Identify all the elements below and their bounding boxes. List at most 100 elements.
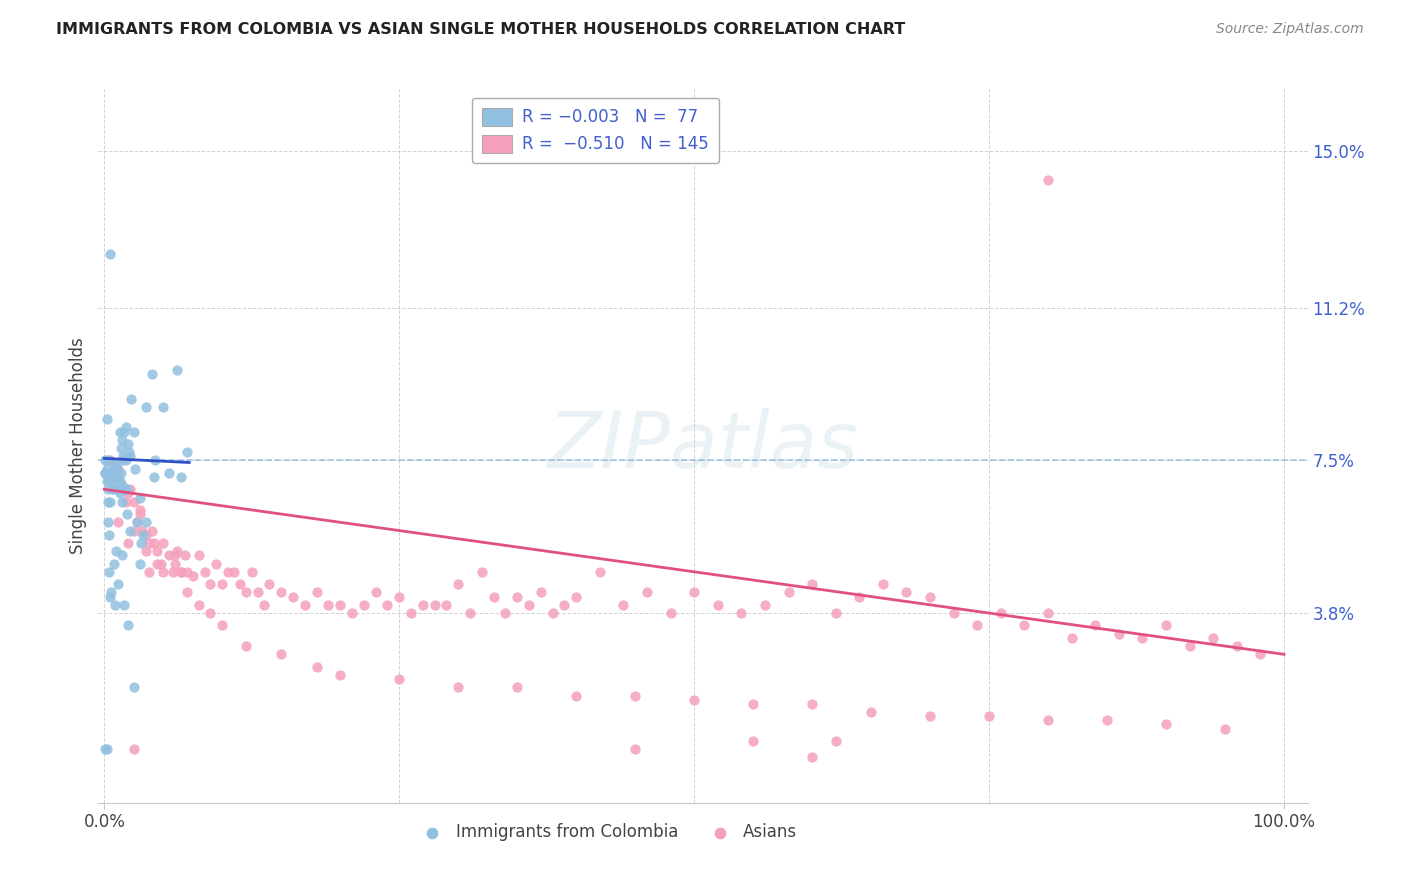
Point xyxy=(143,453,166,467)
Point xyxy=(683,585,706,599)
Point xyxy=(1060,631,1083,645)
Point xyxy=(742,697,765,711)
Point xyxy=(848,590,870,604)
Point xyxy=(107,483,129,497)
Point xyxy=(447,577,470,591)
Point xyxy=(377,598,399,612)
Point xyxy=(565,590,588,604)
Point xyxy=(105,544,128,558)
Point xyxy=(458,606,481,620)
Point xyxy=(127,516,149,530)
Point xyxy=(131,524,153,538)
Point xyxy=(103,466,125,480)
Point xyxy=(104,470,127,484)
Point xyxy=(124,461,146,475)
Point xyxy=(801,750,824,764)
Point xyxy=(1036,714,1059,728)
Point xyxy=(141,367,163,381)
Text: Source: ZipAtlas.com: Source: ZipAtlas.com xyxy=(1216,22,1364,37)
Point xyxy=(111,494,134,508)
Point xyxy=(129,536,152,550)
Point xyxy=(1014,618,1036,632)
Point xyxy=(128,507,150,521)
Point xyxy=(305,659,328,673)
Point xyxy=(240,565,263,579)
Point xyxy=(111,433,134,447)
Point xyxy=(138,565,160,579)
Text: ZIPatlas: ZIPatlas xyxy=(547,408,859,484)
Point xyxy=(165,557,187,571)
Point xyxy=(103,557,125,571)
Point xyxy=(170,565,193,579)
Point xyxy=(100,466,122,480)
Point xyxy=(157,466,180,480)
Point xyxy=(101,483,124,497)
Text: IMMIGRANTS FROM COLOMBIA VS ASIAN SINGLE MOTHER HOUSEHOLDS CORRELATION CHART: IMMIGRANTS FROM COLOMBIA VS ASIAN SINGLE… xyxy=(56,22,905,37)
Point xyxy=(1095,714,1118,728)
Point xyxy=(98,247,121,261)
Point xyxy=(149,557,172,571)
Y-axis label: Single Mother Households: Single Mother Households xyxy=(69,338,87,554)
Point xyxy=(111,549,134,563)
Point xyxy=(1249,648,1271,662)
Point xyxy=(920,709,942,723)
Point xyxy=(246,585,269,599)
Point xyxy=(471,565,494,579)
Point xyxy=(112,598,135,612)
Point xyxy=(530,585,553,599)
Point xyxy=(176,445,198,459)
Point xyxy=(96,474,118,488)
Point xyxy=(122,742,145,756)
Point xyxy=(517,598,540,612)
Point xyxy=(117,437,139,451)
Point xyxy=(211,577,233,591)
Point xyxy=(412,598,434,612)
Point xyxy=(1178,639,1201,653)
Point xyxy=(117,618,139,632)
Point xyxy=(388,590,411,604)
Point xyxy=(977,709,1000,723)
Point xyxy=(105,474,128,488)
Point xyxy=(436,598,458,612)
Point xyxy=(98,527,121,541)
Point xyxy=(98,565,121,579)
Point xyxy=(103,466,125,480)
Point xyxy=(128,503,150,517)
Point xyxy=(104,458,127,472)
Point xyxy=(229,577,252,591)
Point xyxy=(96,412,118,426)
Point xyxy=(942,606,965,620)
Point xyxy=(388,672,411,686)
Point xyxy=(624,742,647,756)
Point xyxy=(112,450,135,464)
Point xyxy=(118,445,141,459)
Point xyxy=(115,507,138,521)
Point xyxy=(270,585,292,599)
Point xyxy=(96,461,118,475)
Point xyxy=(135,516,157,530)
Point xyxy=(1132,631,1154,645)
Point xyxy=(135,400,157,414)
Point xyxy=(94,742,117,756)
Point xyxy=(152,536,174,550)
Point xyxy=(318,598,340,612)
Point xyxy=(447,681,470,695)
Point xyxy=(120,483,142,497)
Point xyxy=(612,598,634,612)
Point xyxy=(305,585,328,599)
Point xyxy=(100,585,122,599)
Point xyxy=(200,577,222,591)
Point xyxy=(112,425,135,439)
Point xyxy=(270,648,292,662)
Point xyxy=(1036,606,1059,620)
Point xyxy=(114,494,136,508)
Point xyxy=(920,590,942,604)
Point xyxy=(754,598,776,612)
Point xyxy=(170,470,193,484)
Point xyxy=(200,606,222,620)
Point xyxy=(105,458,128,472)
Point xyxy=(135,527,157,541)
Point xyxy=(824,606,846,620)
Point xyxy=(94,466,117,480)
Point xyxy=(541,606,564,620)
